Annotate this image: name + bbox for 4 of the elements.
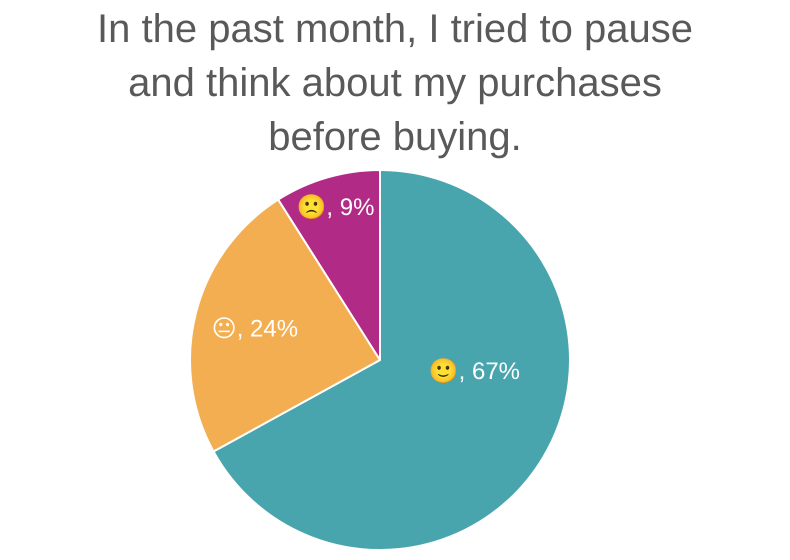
slice-label: 😐, 24%	[212, 315, 298, 342]
slice-label: 🙁, 9%	[296, 194, 374, 222]
slice-label: 🙂, 67%	[428, 358, 520, 386]
chart-title: In the past month, I tried to pause and think about my purchases before buying.	[97, 7, 693, 159]
